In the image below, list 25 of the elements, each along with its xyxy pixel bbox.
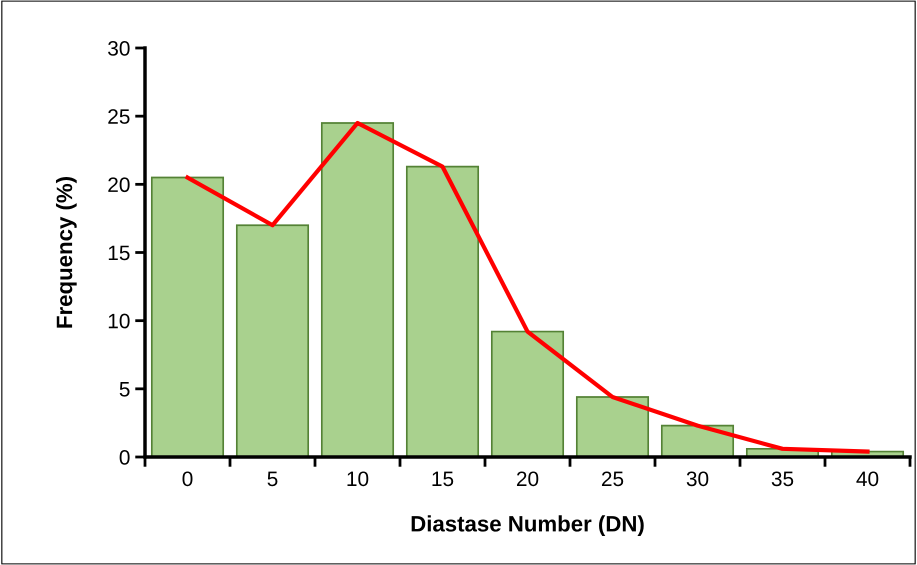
x-tick-label: 30 [686, 471, 708, 486]
bar [150, 176, 224, 457]
bar [576, 396, 650, 457]
bar [406, 166, 480, 457]
y-tick-label: 15 [108, 246, 130, 260]
y-tick-label: 20 [108, 177, 130, 192]
y-tick-label: 0 [120, 450, 130, 465]
line-series [185, 120, 870, 454]
x-tick-label: 40 [856, 471, 878, 486]
x-tick-label: 25 [602, 471, 624, 486]
bar [490, 330, 564, 457]
x-tick-label: 10 [348, 471, 368, 486]
x-axis-title: Diastase Number (DN) [412, 515, 644, 536]
x-tick-label: 0 [182, 471, 192, 486]
y-tick-label: 10 [108, 314, 130, 328]
y-tick-label: 5 [120, 382, 130, 397]
x-tick-label: 15 [432, 472, 454, 486]
y-axis-title: Frequency (%) [56, 177, 77, 328]
x-tick-label: 5 [268, 472, 278, 486]
bar [236, 224, 310, 457]
y-tick-label: 25 [108, 109, 130, 124]
bar [320, 122, 394, 457]
x-tick-label: 20 [516, 471, 538, 486]
x-tick-label: 35 [772, 471, 794, 486]
y-tick-label: 30 [108, 41, 130, 56]
